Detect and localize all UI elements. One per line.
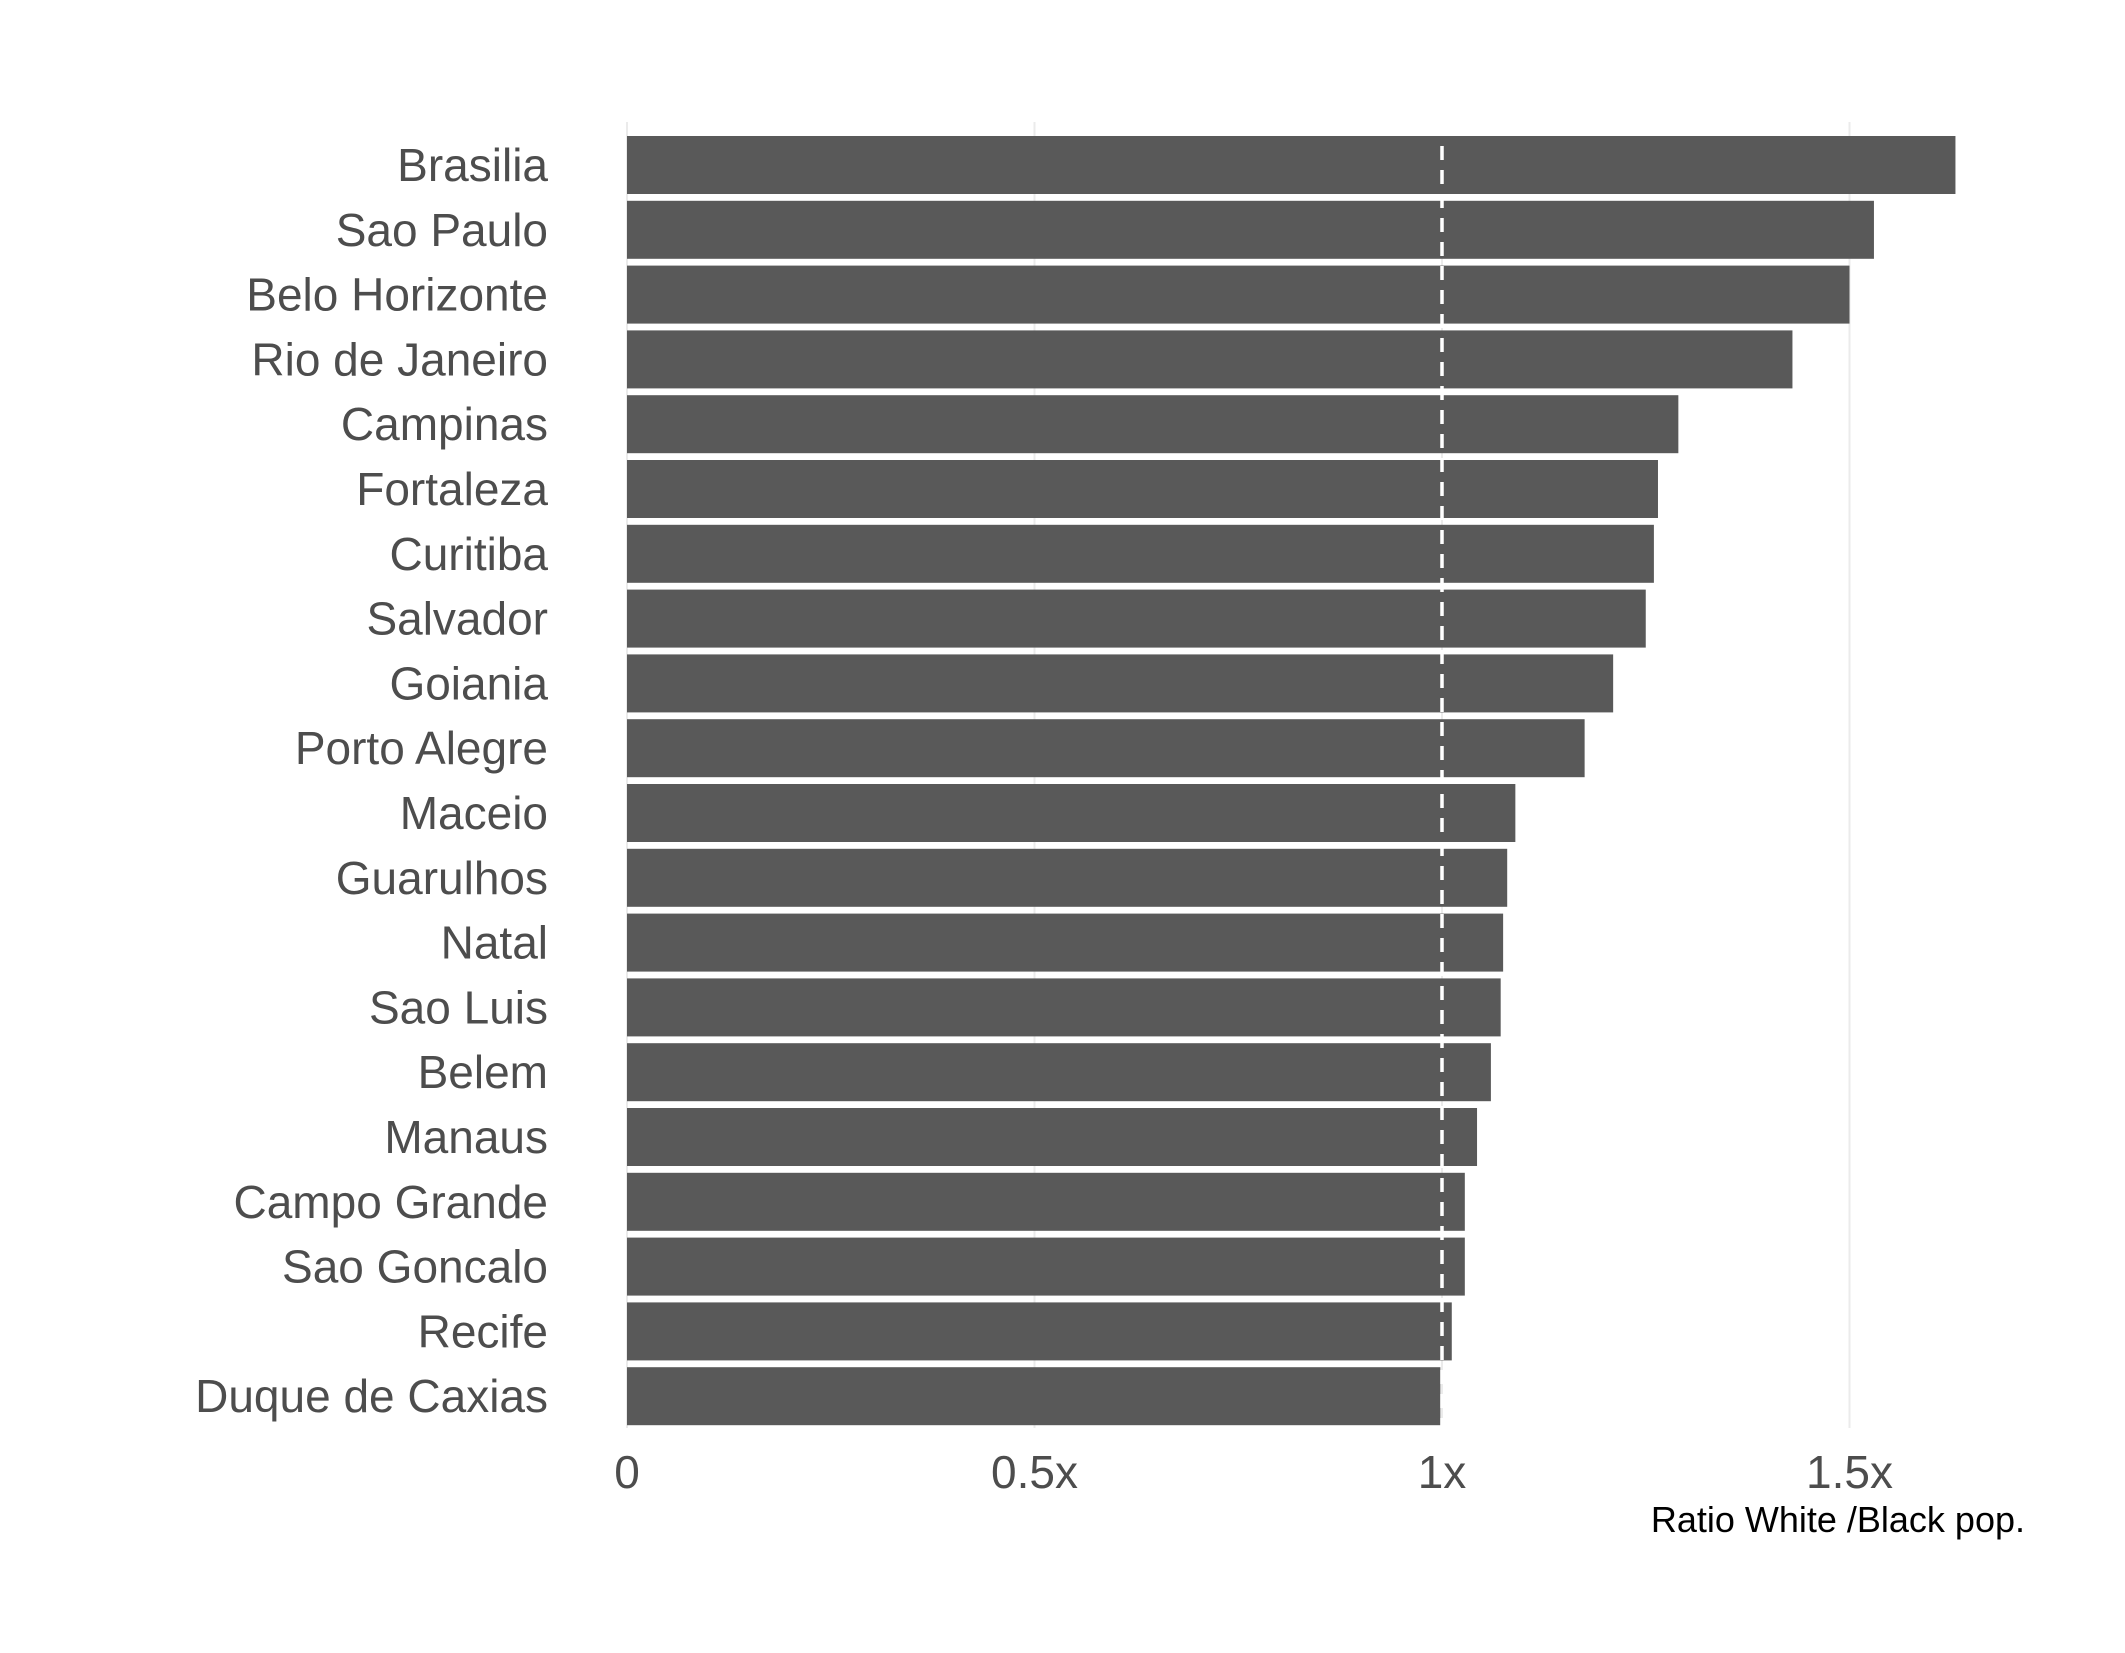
category-label: Rio de Janeiro xyxy=(251,333,548,385)
bar xyxy=(627,1367,1441,1426)
bar xyxy=(627,265,1850,324)
x-tick-label: 1x xyxy=(1418,1446,1467,1498)
bar xyxy=(627,1302,1452,1361)
category-label: Salvador xyxy=(366,593,548,645)
category-label: Sao Paulo xyxy=(336,204,548,256)
bar xyxy=(627,589,1646,648)
bar xyxy=(627,200,1874,259)
x-tick-label: 0.5x xyxy=(991,1446,1078,1498)
bar xyxy=(627,1172,1465,1231)
x-tick-label: 0 xyxy=(614,1446,640,1498)
bar xyxy=(627,654,1614,713)
bar xyxy=(627,1237,1465,1296)
category-label: Brasilia xyxy=(397,139,548,191)
category-label: Sao Luis xyxy=(369,981,548,1033)
bar xyxy=(627,978,1501,1037)
category-label: Maceio xyxy=(400,787,548,839)
category-label: Sao Goncalo xyxy=(282,1241,548,1293)
bar xyxy=(627,719,1585,778)
category-label: Curitiba xyxy=(389,528,548,580)
x-tick-label: 1.5x xyxy=(1806,1446,1893,1498)
bar xyxy=(627,136,1956,194)
category-label: Fortaleza xyxy=(356,463,548,515)
bar xyxy=(627,460,1658,518)
category-label: Manaus xyxy=(384,1111,548,1163)
category-label: Natal xyxy=(441,917,548,969)
x-tick-labels: 0 0.5x 1x 1.5x xyxy=(614,1446,1893,1498)
bar xyxy=(627,784,1516,842)
bars xyxy=(627,136,1956,1426)
category-label: Campo Grande xyxy=(234,1176,549,1228)
bar xyxy=(627,395,1679,454)
category-label: Recife xyxy=(418,1305,548,1357)
category-label: Porto Alegre xyxy=(295,722,548,774)
bar xyxy=(627,1043,1491,1102)
bar xyxy=(627,524,1654,583)
bar xyxy=(627,1108,1478,1166)
x-axis-title: Ratio White /Black pop. xyxy=(1651,1499,2025,1540)
category-label: Belo Horizonte xyxy=(246,269,548,321)
category-label: Duque de Caxias xyxy=(195,1370,548,1422)
bar xyxy=(627,913,1504,972)
bar xyxy=(627,330,1793,389)
category-label: Goiania xyxy=(389,657,548,709)
category-labels: Brasilia Sao Paulo Belo Horizonte Rio de Ja… xyxy=(195,139,548,1422)
category-label: Campinas xyxy=(341,398,548,450)
category-label: Belem xyxy=(418,1046,548,1098)
category-label: Guarulhos xyxy=(336,852,548,904)
bar xyxy=(627,848,1508,907)
